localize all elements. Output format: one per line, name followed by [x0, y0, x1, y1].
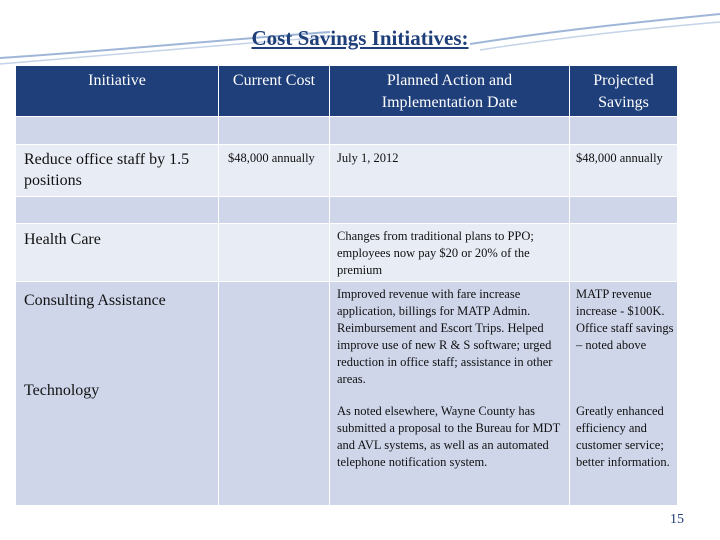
cell-text: Consulting Assistance — [24, 292, 166, 309]
decoration — [0, 13, 720, 65]
cell — [570, 224, 678, 282]
cell-text: Technology — [24, 382, 100, 399]
column-header: Initiative — [16, 66, 219, 117]
slide-title: Cost Savings Initiatives: — [251, 26, 469, 50]
cell — [219, 282, 330, 506]
cell: Changes from traditional plans to PPO; e… — [330, 224, 570, 282]
cell: July 1, 2012 — [330, 145, 570, 197]
cell — [16, 197, 219, 224]
column-header: Projected Savings — [570, 66, 678, 117]
cell — [16, 117, 219, 145]
column-header: Planned Action and Implementation Date — [330, 66, 570, 117]
cell: Health Care — [16, 224, 219, 282]
cell — [570, 197, 678, 224]
cell-text: MATP revenue increase - $100K. Office st… — [576, 287, 674, 352]
cell: Reduce office staff by 1.5 positions — [16, 145, 219, 197]
column-header: Current Cost — [219, 66, 330, 117]
cell: Improved revenue with fare increase appl… — [330, 282, 570, 506]
cell — [330, 197, 570, 224]
cell — [219, 117, 330, 145]
cell: $48,000 annually — [219, 145, 330, 197]
cell — [219, 224, 330, 282]
cell-text: Improved revenue with fare increase appl… — [337, 287, 553, 386]
cell: MATP revenue increase - $100K. Office st… — [570, 282, 678, 506]
page-number: 15 — [670, 512, 684, 527]
cell: Consulting Assistance Technology — [16, 282, 219, 506]
cell — [330, 117, 570, 145]
cell: $48,000 annually — [570, 145, 678, 197]
cell-text: As noted elsewhere, Wayne County has sub… — [337, 404, 560, 469]
cell — [219, 197, 330, 224]
cell — [570, 117, 678, 145]
cell-text: Greatly enhanced efficiency and customer… — [576, 404, 670, 469]
